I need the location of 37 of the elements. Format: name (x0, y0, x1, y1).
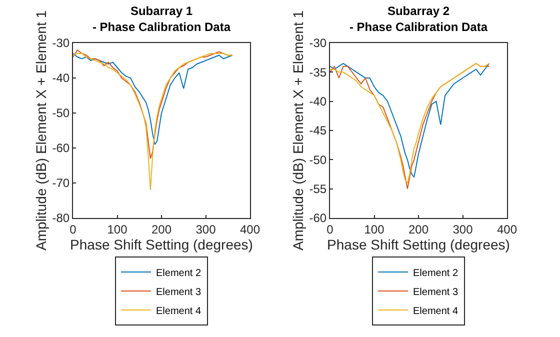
x-tick-label: 0 (326, 222, 334, 236)
legend-label: Element 4 (413, 306, 458, 317)
x-tick-label: 200 (408, 222, 429, 236)
legend-label: Element 4 (156, 306, 202, 317)
y-axis-title: Amplitude (dB) Element X + Element 1 (32, 10, 49, 251)
x-tick-label: 100 (364, 222, 385, 236)
line-series (73, 53, 233, 190)
legend-label: Element 2 (156, 268, 202, 279)
x-tick-label: 0 (70, 222, 77, 236)
line-series (73, 53, 233, 145)
chart-title: Subarray 2 - Phase Calibration Data (349, 4, 488, 34)
legend-label: Element 3 (156, 286, 202, 298)
y-tick-label: -55 (309, 182, 327, 196)
chart-title: Subarray 1 - Phase Calibration Data (92, 4, 231, 34)
x-tick-label: 300 (196, 222, 216, 236)
x-axis-title: Phase Shift Setting (degrees) (327, 236, 510, 252)
y-axis-title: Amplitude (dB) Element X + Element 1 (290, 10, 306, 251)
y-tick-label: -50 (52, 106, 70, 120)
y-tick-label: -40 (52, 71, 70, 86)
y-tick-label: -50 (309, 152, 327, 167)
x-tick-label: 200 (151, 222, 172, 236)
x-tick-label: 300 (452, 222, 474, 236)
y-tick-label: -30 (52, 36, 70, 50)
x-axis-title: Phase Shift Setting (degrees) (70, 236, 253, 252)
y-tick-label: -60 (52, 141, 70, 156)
y-tick-label: -60 (309, 211, 327, 226)
x-tick-label: 400 (496, 222, 518, 236)
y-tick-label: -70 (52, 176, 70, 190)
y-tick-label: -40 (309, 94, 327, 109)
x-tick-label: 100 (107, 222, 128, 236)
x-tick-label: 400 (240, 222, 260, 236)
y-tick-label: -30 (309, 36, 327, 50)
legend-label: Element 2 (413, 268, 458, 279)
y-tick-label: -35 (309, 65, 327, 80)
legend-label: Element 3 (413, 286, 458, 298)
y-tick-label: -45 (309, 124, 327, 138)
y-tick-label: -80 (52, 211, 70, 226)
